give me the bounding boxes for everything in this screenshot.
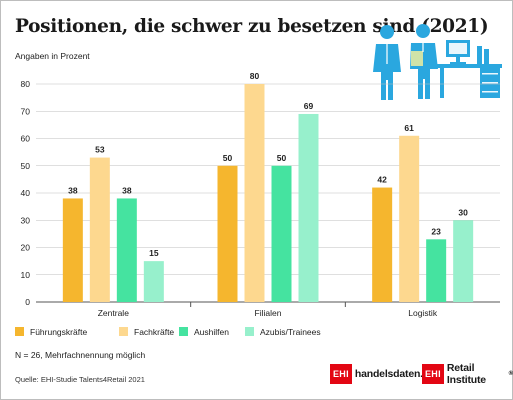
y-tick-label: 20 xyxy=(21,243,31,253)
bar xyxy=(89,157,110,302)
bar-chart: 0 10 20 30 40 50 60 70 80 38 53 38 15 Zentrale 50 80 50 6… xyxy=(21,71,500,318)
y-tick-label: 30 xyxy=(21,215,31,225)
logo-ehi-retail-box: EHI xyxy=(422,364,444,384)
y-tick-label: 10 xyxy=(21,270,31,280)
logo-handelsdaten: EHI handelsdaten.de xyxy=(330,364,435,384)
data-label: 50 xyxy=(223,153,233,163)
data-label: 80 xyxy=(250,71,260,81)
bar xyxy=(62,198,83,302)
y-axis-unit-label: Angaben in Prozent xyxy=(15,51,90,61)
bar xyxy=(298,113,319,302)
category-label: Logistik xyxy=(408,308,438,318)
bar xyxy=(372,187,393,302)
source-text: Quelle: EHI-Studie Talents4Retail 2021 xyxy=(15,375,145,384)
legend-swatch-azubis xyxy=(245,327,254,336)
legend-swatch-fuehrungskraefte xyxy=(15,327,24,336)
data-label: 53 xyxy=(95,145,105,155)
y-tick-label: 60 xyxy=(21,134,31,144)
legend-swatch-fachkraefte xyxy=(119,327,128,336)
data-label: 30 xyxy=(458,207,468,217)
logo-ehi-retail-text: Retail Institute xyxy=(446,362,486,386)
bar xyxy=(271,165,292,302)
y-tick-label: 80 xyxy=(21,79,31,89)
legend-item-aushilfen: Aushilfen xyxy=(179,327,229,337)
chart-title: Positionen, die schwer zu besetzen sind … xyxy=(15,16,489,37)
legend-label-azubis: Azubis/Trainees xyxy=(260,327,321,337)
y-tick-label: 0 xyxy=(25,297,30,307)
data-label: 15 xyxy=(149,248,159,258)
bar xyxy=(244,84,265,302)
legend-item-fachkraefte: Fachkräfte xyxy=(119,327,174,337)
legend-item-fuehrungskraefte: Führungskräfte xyxy=(15,327,87,337)
category-label: Zentrale xyxy=(98,308,129,318)
legend-swatch-aushilfen xyxy=(179,327,188,336)
bar xyxy=(453,220,474,302)
data-label: 42 xyxy=(377,175,387,185)
y-tick-label: 40 xyxy=(21,188,31,198)
category-label: Filialen xyxy=(255,308,282,318)
bar xyxy=(116,198,137,302)
legend-item-azubis: Azubis/Trainees xyxy=(245,327,321,337)
bar xyxy=(399,135,420,302)
logo-handelsdaten-text: handelsdaten.de xyxy=(354,368,435,380)
y-tick-label: 70 xyxy=(21,106,31,116)
legend-label-fuehrungskraefte: Führungskräfte xyxy=(30,327,88,337)
legend-label-fachkraefte: Fachkräfte xyxy=(134,327,175,337)
logo-registered-mark: ® xyxy=(508,371,513,377)
bar xyxy=(143,261,164,302)
sample-note: N = 26, Mehrfachnennung möglich xyxy=(15,350,146,360)
data-label: 69 xyxy=(304,101,314,111)
bar xyxy=(217,165,238,302)
logo-ehi-retail: EHI Retail Institute ® xyxy=(422,362,513,386)
data-label: 61 xyxy=(404,123,414,133)
legend-label-aushilfen: Aushilfen xyxy=(194,327,229,337)
data-label: 23 xyxy=(431,226,441,236)
bar xyxy=(426,239,447,302)
data-label: 38 xyxy=(68,185,78,195)
data-label: 50 xyxy=(277,153,287,163)
logo-handelsdaten-box: EHI xyxy=(330,364,352,384)
y-tick-label: 50 xyxy=(21,161,31,171)
data-label: 38 xyxy=(122,185,132,195)
